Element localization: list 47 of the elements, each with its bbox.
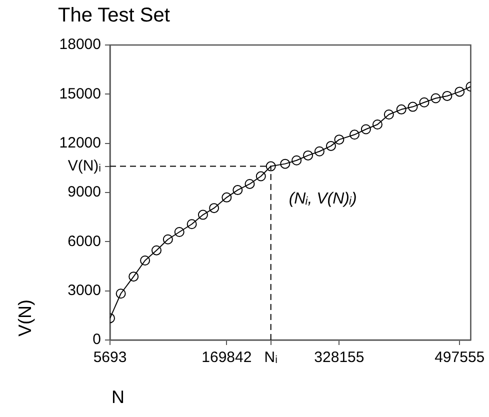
- point: [396, 104, 406, 114]
- y-tick-label: 9000: [68, 184, 101, 201]
- y-tick-label: 15000: [59, 85, 101, 102]
- point: [232, 185, 243, 196]
- point: [266, 161, 276, 172]
- point: [174, 226, 184, 237]
- point: [198, 210, 208, 220]
- point: [334, 134, 344, 145]
- y-tick-label: 18000: [59, 36, 101, 54]
- point: [151, 245, 162, 256]
- point: [186, 219, 197, 230]
- point: [350, 130, 360, 140]
- point: [303, 150, 314, 160]
- x-tick-label: 5693: [93, 349, 127, 366]
- point: [222, 192, 232, 202]
- point: [430, 93, 441, 104]
- point: [256, 171, 266, 182]
- x-axis-title: N: [112, 386, 124, 407]
- point: [209, 203, 220, 214]
- point: [162, 234, 173, 244]
- x-tick-label: 497555: [434, 349, 485, 366]
- y-axis-title: V(N): [14, 300, 35, 336]
- x-tick-label: Nᵢ: [264, 349, 278, 366]
- point: [116, 288, 126, 299]
- point: [442, 90, 452, 101]
- point: [314, 146, 324, 156]
- y-tick-label: 12000: [59, 134, 101, 152]
- y-tick-label: 0: [92, 331, 101, 348]
- x-tick-label: 328155: [314, 349, 364, 366]
- chart-title: The Test Set: [58, 4, 170, 27]
- point: [244, 178, 255, 189]
- point: [292, 155, 302, 166]
- point: [326, 140, 336, 151]
- point: [140, 256, 150, 266]
- y-tick-label: 3000: [68, 282, 101, 299]
- annotation: (Nᵢ, V(N)ᵢ): [288, 190, 357, 208]
- x-tick-label: 169842: [202, 349, 252, 366]
- point: [128, 272, 139, 282]
- point: [372, 119, 382, 130]
- point: [408, 102, 418, 112]
- point: [360, 124, 371, 134]
- y-tick-label: V(N)ᵢ: [68, 157, 101, 174]
- point: [384, 109, 394, 120]
- point: [419, 97, 430, 108]
- y-tick-label: 6000: [68, 232, 101, 250]
- point: [280, 158, 290, 169]
- point: [454, 86, 465, 97]
